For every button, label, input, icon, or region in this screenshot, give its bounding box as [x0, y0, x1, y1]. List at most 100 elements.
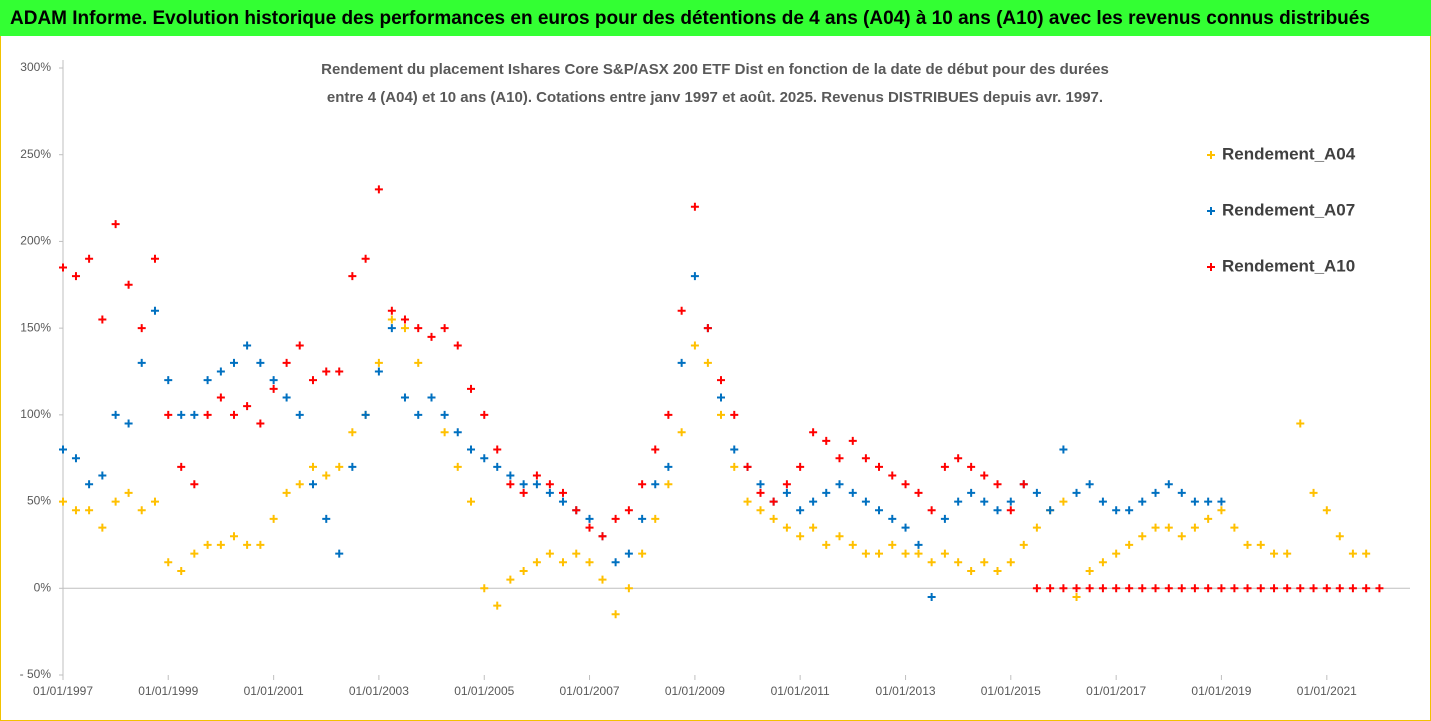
point [519, 480, 528, 489]
point [164, 558, 173, 567]
point [1309, 488, 1318, 497]
point [467, 384, 476, 393]
point [1085, 566, 1094, 575]
point [137, 506, 146, 515]
point [914, 488, 923, 497]
point [1177, 488, 1186, 497]
point [1098, 558, 1107, 567]
point [756, 506, 765, 515]
point [1138, 497, 1147, 506]
point [782, 523, 791, 532]
point [796, 506, 805, 515]
point [1204, 584, 1213, 593]
point [295, 341, 304, 350]
point [177, 566, 186, 575]
point [1309, 584, 1318, 593]
point [664, 410, 673, 419]
point [572, 549, 581, 558]
point [611, 610, 620, 619]
point [467, 445, 476, 454]
point [124, 280, 133, 289]
point [59, 263, 67, 272]
point [690, 341, 699, 350]
point [1230, 523, 1239, 532]
x-tick-label: 01/01/2009 [665, 684, 725, 698]
x-tick-label: 01/01/2017 [1086, 684, 1146, 698]
point [848, 488, 857, 497]
point [400, 393, 409, 402]
x-tick-label: 01/01/2001 [244, 684, 304, 698]
point [1164, 584, 1173, 593]
point [624, 584, 633, 593]
point [361, 410, 370, 419]
point [453, 428, 462, 437]
point [717, 410, 726, 419]
point [190, 549, 199, 558]
point [203, 540, 212, 549]
point [440, 410, 449, 419]
point [1177, 532, 1186, 541]
point [861, 497, 870, 506]
point [98, 315, 107, 324]
point [848, 436, 857, 445]
point [480, 410, 489, 419]
point [1348, 549, 1357, 558]
point [295, 410, 304, 419]
point [572, 506, 581, 515]
x-tick-label: 01/01/1997 [33, 684, 93, 698]
point [414, 410, 423, 419]
point [848, 540, 857, 549]
point [229, 358, 238, 367]
point [993, 566, 1002, 575]
chart-title: ADAM Informe. Evolution historique des p… [10, 8, 1370, 29]
point [467, 497, 476, 506]
point [59, 497, 67, 506]
point [440, 324, 449, 333]
point [348, 428, 357, 437]
point [993, 480, 1002, 489]
point [506, 471, 515, 480]
point [954, 454, 963, 463]
y-tick-label: 200% [20, 234, 51, 248]
point [901, 523, 910, 532]
point [1098, 497, 1107, 506]
point [1085, 584, 1094, 593]
point [677, 428, 686, 437]
point [85, 254, 94, 263]
point [624, 549, 633, 558]
point [611, 558, 620, 567]
x-tick-label: 01/01/2011 [771, 684, 830, 698]
point [71, 506, 80, 515]
x-tick-label: 01/01/2019 [1191, 684, 1251, 698]
point [677, 358, 686, 367]
point [664, 480, 673, 489]
point [1335, 532, 1344, 541]
point [322, 514, 331, 523]
point [1072, 488, 1081, 497]
point [308, 376, 317, 385]
point [1032, 523, 1041, 532]
point [1138, 532, 1147, 541]
point [1164, 480, 1173, 489]
point [1059, 445, 1068, 454]
point [453, 341, 462, 350]
point [1204, 497, 1213, 506]
point [85, 506, 94, 515]
point [545, 488, 554, 497]
point [809, 497, 818, 506]
point [269, 384, 278, 393]
point [137, 324, 146, 333]
point [651, 514, 660, 523]
point [1270, 584, 1279, 593]
point [954, 558, 963, 567]
point [190, 410, 199, 419]
point [1019, 540, 1028, 549]
point [1256, 584, 1265, 593]
point [888, 514, 897, 523]
point [177, 462, 186, 471]
point [822, 540, 831, 549]
point [1019, 480, 1028, 489]
point [1177, 584, 1186, 593]
point [703, 324, 712, 333]
point [1072, 584, 1081, 593]
